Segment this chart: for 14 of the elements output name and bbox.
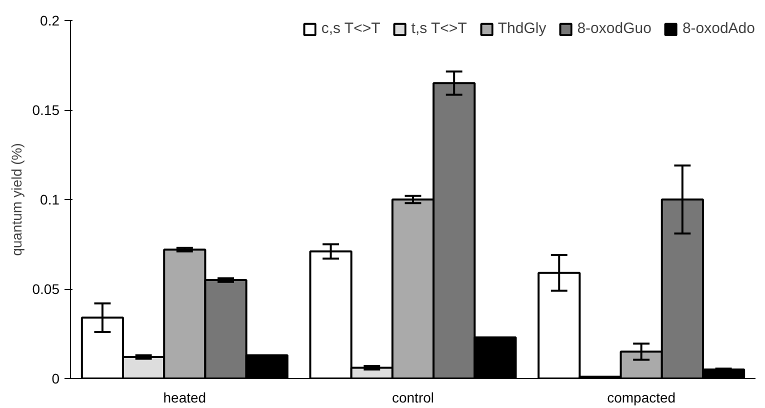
x-tick-label: compacted [607,390,676,406]
x-tick-label: heated [163,390,206,406]
y-tick-label: 0 [52,370,60,386]
y-tick-label: 0.1 [40,192,60,208]
y-tick-label: 0.05 [32,281,60,297]
x-tick-label: control [392,390,434,406]
legend-label: 8-oxodGuo [577,20,652,37]
y-axis-title: quantum yield (%) [8,143,24,256]
legend-label: 8-oxodAdo [682,20,755,37]
y-tick-label: 0.2 [40,12,60,28]
legend-label: c,s T<>T [321,20,380,37]
legend-label: ThdGly [498,20,546,37]
legend-label: t,s T<>T [411,20,467,37]
y-tick-label: 0.15 [32,102,60,118]
